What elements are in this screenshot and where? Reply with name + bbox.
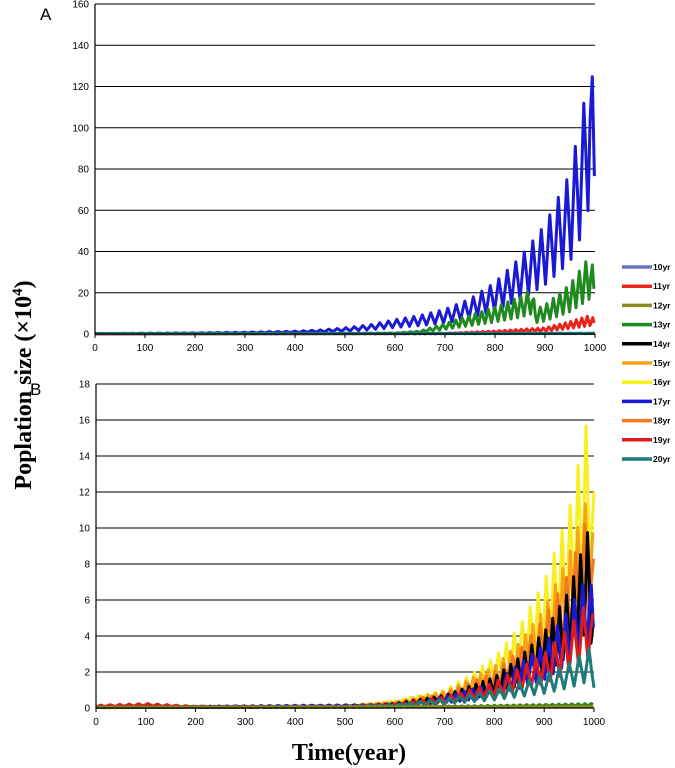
- x-tick-label: 100: [137, 717, 154, 728]
- y-tick-label: 0: [84, 704, 90, 715]
- panel-b-grid: [96, 383, 594, 673]
- x-tick-label: 1000: [584, 343, 607, 354]
- legend-label: 20yr: [653, 454, 671, 464]
- y-tick-label: 12: [79, 488, 91, 499]
- panel-a: A 0 20 40 60 80 100 120 140 160 0 100 200 300 400 500 6…: [40, 0, 607, 354]
- y-tick-label: 100: [72, 123, 89, 134]
- x-tick-label: 500: [337, 343, 354, 354]
- y-tick-label: 8: [84, 560, 90, 571]
- series-line-17yr: [94, 75, 596, 336]
- legend-label: 17yr: [653, 396, 671, 406]
- x-tick-label: 300: [237, 717, 254, 728]
- y-tick-label: 140: [72, 41, 89, 52]
- x-tick-label: 200: [187, 343, 204, 354]
- panel-a-series: [94, 75, 596, 336]
- legend-label: 16yr: [653, 377, 671, 387]
- x-tick-label: 600: [387, 343, 404, 354]
- y-tick-label: 14: [79, 452, 91, 463]
- x-tick-label: 300: [237, 343, 254, 354]
- x-tick-label: 0: [92, 343, 98, 354]
- x-tick-label: 700: [437, 343, 454, 354]
- x-axis-title: Time(year): [292, 740, 406, 766]
- panel-a-axes: 0 20 40 60 80 100 120 140 160 0 100 200 300 400 500 600…: [72, 0, 606, 354]
- y-tick-label: 4: [84, 632, 90, 643]
- series-line-11yr: [94, 314, 596, 336]
- legend-label: 10yr: [653, 262, 671, 272]
- y-tick-label: 60: [78, 206, 90, 217]
- y-tick-label: 2: [84, 668, 90, 679]
- panel-b-letter: B: [30, 380, 41, 399]
- x-tick-label: 900: [537, 343, 554, 354]
- x-tick-label: 200: [187, 717, 204, 728]
- y-tick-label: 10: [79, 524, 91, 535]
- legend-label: 14yr: [653, 339, 671, 349]
- legend-label: 11yr: [653, 281, 671, 291]
- y-axis-title: Poplation size (×104): [10, 280, 37, 489]
- panel-b-series: [95, 424, 596, 710]
- y-tick-label: 18: [79, 380, 91, 391]
- series-line-12yr: [95, 704, 594, 710]
- legend-label: 12yr: [653, 300, 671, 310]
- y-tick-label: 0: [83, 330, 89, 341]
- x-tick-label: 100: [137, 343, 154, 354]
- x-tick-label: 900: [536, 717, 553, 728]
- panel-b-axes: 0 2 4 6 8 10 12 14 16 18 0 100 200 300 400 500 600 700 800…: [79, 380, 606, 729]
- legend: 10yr 11yr 12yr 13yr 14yr 15yr 16yr 17yr 18yr 19yr…: [622, 262, 671, 464]
- y-tick-label: 20: [78, 288, 90, 299]
- x-tick-label: 0: [93, 717, 99, 728]
- y-tick-label: 16: [79, 416, 91, 427]
- legend-label: 15yr: [653, 358, 671, 368]
- y-tick-label: 80: [78, 165, 90, 176]
- x-tick-label: 800: [486, 717, 503, 728]
- legend-label: 18yr: [653, 416, 671, 426]
- legend-label: 13yr: [653, 320, 671, 330]
- y-tick-label: 40: [78, 247, 90, 258]
- x-tick-label: 400: [287, 717, 304, 728]
- x-tick-label: 1000: [583, 717, 606, 728]
- panel-a-letter: A: [40, 5, 52, 24]
- x-tick-label: 600: [386, 717, 403, 728]
- x-tick-label: 400: [287, 343, 304, 354]
- y-tick-label: 120: [72, 82, 89, 93]
- x-tick-label: 700: [436, 717, 453, 728]
- x-tick-label: 500: [337, 717, 354, 728]
- legend-label: 19yr: [653, 435, 671, 445]
- panel-b: B 0 2 4 6 8 10 12 14 16 18 0 100 200 300 400 500 600 700 8…: [30, 380, 606, 729]
- x-tick-label: 800: [487, 343, 504, 354]
- panel-a-grid: [95, 3, 595, 294]
- series-line-13yr: [95, 260, 596, 336]
- y-tick-label: 160: [72, 0, 89, 11]
- y-tick-label: 6: [84, 596, 90, 607]
